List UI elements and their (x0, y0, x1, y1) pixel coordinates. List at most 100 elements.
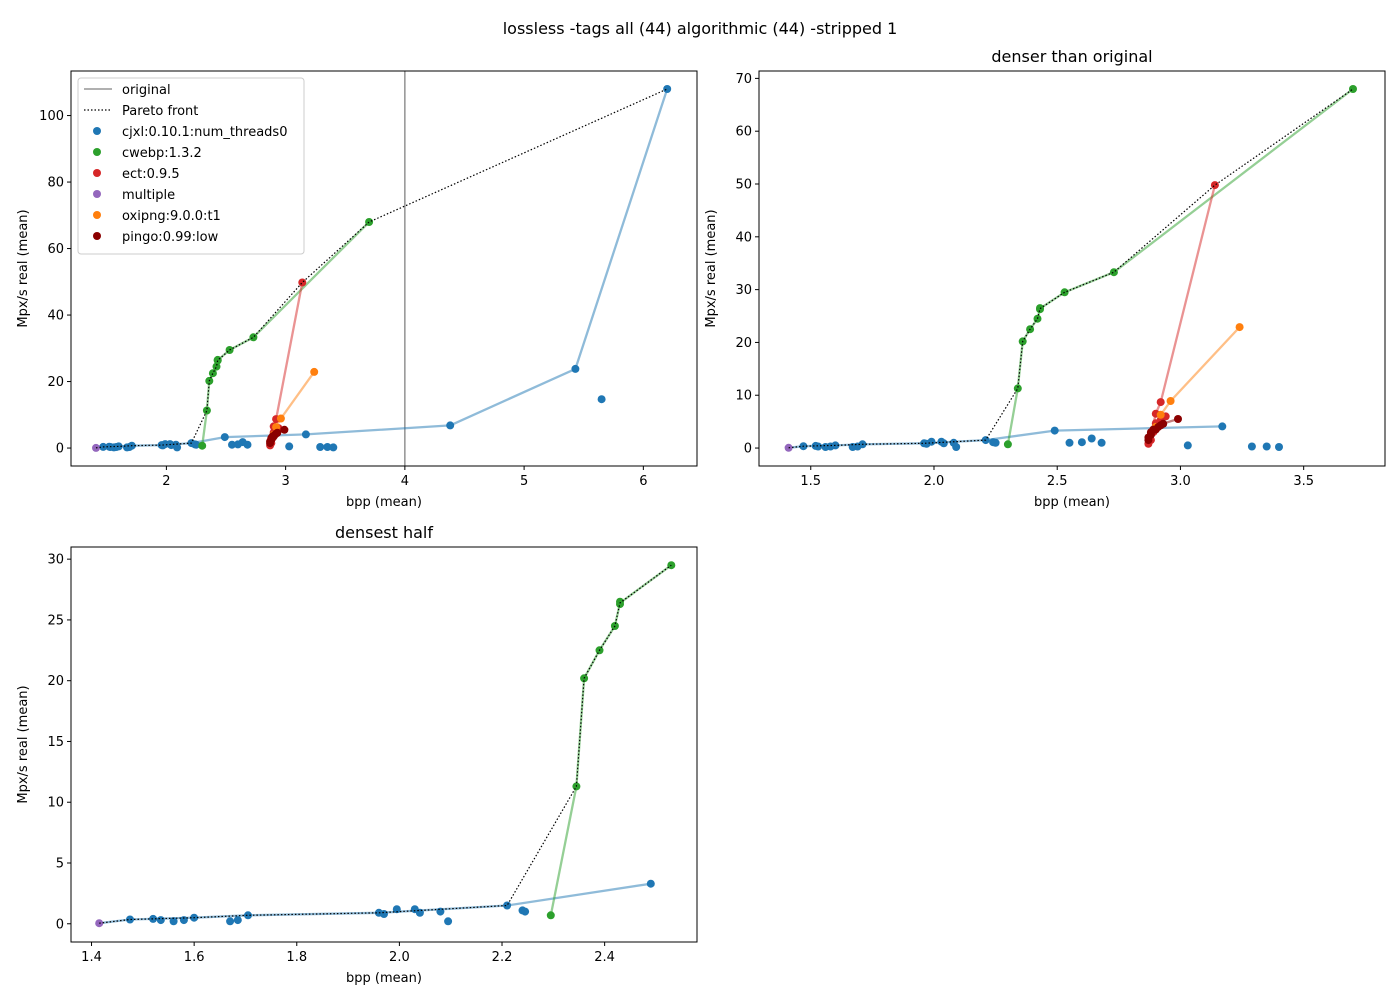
x-tick-label: 2.4 (594, 950, 615, 965)
x-tick-label: 2 (162, 474, 170, 489)
y-tick-label: 20 (735, 336, 752, 351)
y-tick-label: 10 (735, 389, 752, 404)
legend-label: Pareto front (122, 104, 198, 119)
x-tick-label: 5 (520, 474, 528, 489)
legend-marker-pingo-0-99-low (93, 232, 101, 240)
legend-label: oxipng:9.0.0:t1 (122, 209, 221, 224)
point-cjxl-0-10-1-num-threads0 (220, 433, 229, 442)
point-cjxl-0-10-1-num-threads0 (1065, 438, 1074, 447)
point-cjxl-0-10-1-num-threads0 (323, 443, 332, 451)
legend-label: original (122, 83, 171, 98)
legend-label: cjxl:0.10.1:num_threads0 (122, 125, 287, 140)
point-cjxl-0-10-1-num-threads0 (663, 85, 672, 93)
y-tick-label: 20 (47, 375, 64, 390)
point-cjxl-0-10-1-num-threads0 (179, 916, 188, 925)
point-cjxl-0-10-1-num-threads0 (927, 437, 936, 446)
legend: original Pareto front cjxl:0.10.1:num_thre… (77, 77, 305, 255)
y-tick-label: 30 (735, 283, 752, 298)
point-cjxl-0-10-1-num-threads0 (316, 443, 325, 451)
point-cjxl-0-10-1-num-threads0 (156, 916, 165, 925)
point-cjxl-0-10-1-num-threads0 (173, 443, 182, 452)
point-cjxl-0-10-1-num-threads0 (646, 879, 655, 888)
point-cjxl-0-10-1-num-threads0 (1077, 438, 1086, 447)
point-oxipng-9-0-0-t1 (310, 367, 319, 376)
pareto-front-line (99, 564, 672, 924)
point-cjxl-0-10-1-num-threads0 (1275, 443, 1283, 451)
point-cwebp-1-3-2 (198, 441, 207, 450)
legend-box (77, 77, 305, 255)
point-cjxl-0-10-1-num-threads0 (503, 901, 512, 910)
point-ect-0-9-5 (298, 278, 307, 287)
x-tick-label: 2.0 (924, 474, 945, 489)
figure-title: lossless -tags all (44) algorithmic (44)… (503, 19, 898, 38)
point-cwebp-1-3-2 (208, 369, 217, 378)
x-tick-label: 3 (281, 474, 289, 489)
x-tick-label: 2.5 (1047, 474, 1068, 489)
x-axis-label: bpp (mean) (346, 971, 422, 986)
point-cjxl-0-10-1-num-threads0 (1097, 438, 1106, 447)
y-axis-label: Mpx/s real (mean) (704, 209, 719, 327)
y-tick-label: 20 (47, 674, 64, 689)
point-cwebp-1-3-2 (212, 362, 221, 371)
legend-label: pingo:0.99:low (122, 230, 219, 245)
plot-area (92, 71, 672, 466)
legend-label: multiple (122, 188, 175, 203)
x-tick-label: 2.2 (492, 950, 513, 965)
x-tick-label: 1.5 (800, 474, 821, 489)
point-ect-0-9-5 (1156, 398, 1165, 407)
panel-2: denser than original 1.5 2.0 2.5 3.0 3.5 0 10 20… (704, 47, 1386, 510)
point-cjxl-0-10-1-num-threads0 (149, 914, 158, 923)
y-tick-label: 60 (47, 242, 64, 257)
y-tick-label: 15 (47, 735, 64, 750)
y-tick-label: 80 (47, 176, 64, 191)
legend-marker-ect-0-9-5 (93, 169, 101, 177)
point-pingo-0-99-low (280, 425, 289, 434)
point-cjxl-0-10-1-num-threads0 (380, 910, 388, 918)
y-tick-label: 70 (735, 72, 752, 87)
point-cjxl-0-10-1-num-threads0 (521, 907, 530, 916)
point-cwebp-1-3-2 (1013, 384, 1022, 393)
y-tick-label: 60 (735, 125, 752, 140)
plot-area (95, 561, 676, 928)
axes-frame (70, 546, 698, 943)
point-cjxl-0-10-1-num-threads0 (1247, 442, 1256, 451)
point-cjxl-0-10-1-num-threads0 (243, 440, 252, 449)
point-cwebp-1-3-2 (249, 333, 258, 342)
point-cjxl-0-10-1-num-threads0 (952, 443, 961, 451)
axes-frame (70, 70, 698, 467)
point-cjxl-0-10-1-num-threads0 (991, 438, 1000, 447)
x-tick-label: 1.4 (81, 950, 102, 965)
legend-marker-oxipng-9-0-0-t1 (93, 211, 101, 219)
y-tick-label: 0 (744, 442, 752, 457)
point-cwebp-1-3-2 (202, 406, 211, 415)
legend-label: cwebp:1.3.2 (122, 146, 202, 161)
point-cjxl-0-10-1-num-threads0 (114, 442, 123, 451)
plot-area (784, 85, 1357, 452)
legend-marker-cjxl-0-10-1-num-threads0 (93, 127, 101, 135)
point-cwebp-1-3-2 (1003, 440, 1012, 449)
pareto-front-line (95, 88, 668, 449)
point-cjxl-0-10-1-num-threads0 (444, 917, 453, 926)
x-tick-label: 1.6 (184, 950, 205, 965)
y-tick-label: 40 (735, 230, 752, 245)
panel-title: densest half (335, 523, 433, 542)
x-tick-label: 2.0 (389, 950, 410, 965)
y-tick-label: 100 (39, 109, 64, 124)
pareto-front-line (788, 88, 1354, 449)
point-cjxl-0-10-1-num-threads0 (192, 440, 201, 449)
point-cwebp-1-3-2 (365, 218, 374, 226)
point-cjxl-0-10-1-num-threads0 (1050, 426, 1059, 435)
point-ect-0-9-5 (1210, 181, 1219, 190)
y-axis-label: Mpx/s real (mean) (16, 685, 31, 803)
x-axis-label: bpp (mean) (1034, 495, 1110, 510)
point-oxipng-9-0-0-t1 (1235, 323, 1244, 332)
point-cjxl-0-10-1-num-threads0 (226, 917, 235, 926)
point-oxipng-9-0-0-t1 (276, 414, 285, 423)
point-cjxl-0-10-1-num-threads0 (1218, 422, 1227, 431)
y-tick-label: 5 (56, 857, 64, 872)
point-cjxl-0-10-1-num-threads0 (301, 430, 310, 439)
y-tick-label: 0 (56, 917, 64, 932)
x-axis-label: bpp (mean) (346, 495, 422, 510)
point-cjxl-0-10-1-num-threads0 (1183, 441, 1192, 450)
